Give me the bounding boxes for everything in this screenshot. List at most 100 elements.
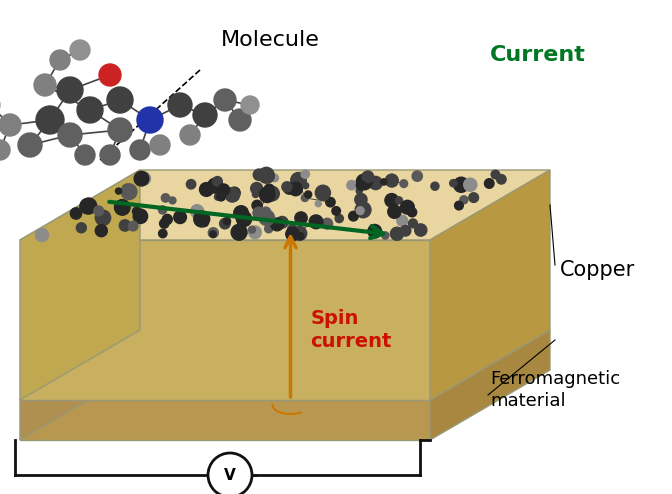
Circle shape bbox=[415, 224, 427, 236]
Circle shape bbox=[249, 226, 255, 233]
Circle shape bbox=[253, 207, 264, 218]
Circle shape bbox=[120, 220, 130, 231]
Circle shape bbox=[259, 187, 275, 203]
Circle shape bbox=[200, 183, 213, 196]
Circle shape bbox=[94, 206, 103, 216]
Circle shape bbox=[401, 200, 415, 214]
Circle shape bbox=[288, 225, 297, 234]
Circle shape bbox=[253, 169, 265, 180]
Circle shape bbox=[396, 215, 408, 226]
Circle shape bbox=[271, 218, 284, 231]
Circle shape bbox=[57, 77, 83, 103]
Circle shape bbox=[229, 109, 251, 131]
Circle shape bbox=[77, 97, 103, 123]
Circle shape bbox=[315, 201, 321, 206]
Circle shape bbox=[369, 176, 382, 190]
Circle shape bbox=[335, 214, 343, 223]
Circle shape bbox=[108, 118, 132, 142]
Circle shape bbox=[400, 180, 408, 187]
Circle shape bbox=[253, 191, 259, 198]
Circle shape bbox=[271, 174, 278, 182]
Circle shape bbox=[258, 167, 274, 183]
Circle shape bbox=[212, 176, 222, 186]
Polygon shape bbox=[20, 330, 550, 400]
Circle shape bbox=[0, 114, 21, 136]
Circle shape bbox=[454, 177, 469, 192]
Circle shape bbox=[301, 194, 308, 202]
Circle shape bbox=[382, 232, 389, 239]
Circle shape bbox=[412, 171, 423, 181]
Circle shape bbox=[282, 182, 292, 192]
Circle shape bbox=[225, 188, 240, 202]
Circle shape bbox=[134, 171, 149, 186]
Circle shape bbox=[95, 225, 108, 237]
Text: Copper: Copper bbox=[560, 260, 635, 280]
Circle shape bbox=[150, 135, 170, 155]
Circle shape bbox=[259, 210, 275, 226]
Circle shape bbox=[355, 202, 371, 218]
Circle shape bbox=[388, 205, 401, 218]
Text: Ferromagnetic
material: Ferromagnetic material bbox=[490, 370, 620, 410]
Circle shape bbox=[133, 209, 148, 223]
Text: V: V bbox=[224, 467, 236, 483]
Text: Spin
current: Spin current bbox=[310, 309, 392, 351]
Polygon shape bbox=[430, 330, 550, 440]
Circle shape bbox=[368, 224, 382, 238]
Circle shape bbox=[396, 197, 403, 204]
Circle shape bbox=[262, 170, 274, 183]
Circle shape bbox=[291, 172, 306, 188]
Circle shape bbox=[286, 227, 300, 241]
Circle shape bbox=[301, 170, 309, 178]
Circle shape bbox=[267, 223, 274, 230]
Circle shape bbox=[191, 205, 204, 218]
Circle shape bbox=[216, 192, 225, 201]
Circle shape bbox=[237, 211, 252, 227]
Circle shape bbox=[218, 184, 230, 196]
Circle shape bbox=[193, 103, 217, 127]
Circle shape bbox=[241, 96, 259, 114]
Circle shape bbox=[71, 208, 82, 219]
Circle shape bbox=[356, 181, 366, 190]
Circle shape bbox=[356, 188, 362, 194]
Circle shape bbox=[409, 219, 417, 228]
Circle shape bbox=[116, 188, 122, 194]
Circle shape bbox=[75, 145, 95, 165]
Circle shape bbox=[431, 182, 439, 190]
Circle shape bbox=[34, 74, 56, 96]
Circle shape bbox=[180, 125, 200, 145]
Circle shape bbox=[322, 218, 333, 229]
Circle shape bbox=[220, 218, 230, 229]
Circle shape bbox=[81, 198, 97, 214]
Circle shape bbox=[36, 228, 48, 242]
Circle shape bbox=[385, 194, 398, 207]
Circle shape bbox=[460, 196, 468, 204]
Circle shape bbox=[114, 200, 130, 215]
Circle shape bbox=[485, 179, 494, 188]
Circle shape bbox=[295, 212, 307, 224]
Circle shape bbox=[450, 180, 457, 187]
Circle shape bbox=[349, 211, 358, 221]
Circle shape bbox=[210, 231, 216, 238]
Circle shape bbox=[302, 183, 308, 189]
Circle shape bbox=[208, 178, 222, 193]
Circle shape bbox=[276, 216, 288, 228]
Circle shape bbox=[80, 199, 95, 214]
Circle shape bbox=[36, 106, 64, 134]
Circle shape bbox=[99, 64, 121, 86]
Circle shape bbox=[130, 140, 150, 160]
Circle shape bbox=[261, 207, 271, 216]
Circle shape bbox=[407, 207, 417, 217]
Circle shape bbox=[18, 133, 42, 157]
Polygon shape bbox=[20, 400, 430, 440]
Circle shape bbox=[497, 174, 506, 184]
Polygon shape bbox=[430, 170, 550, 400]
Circle shape bbox=[326, 198, 335, 207]
Circle shape bbox=[58, 123, 82, 147]
Circle shape bbox=[454, 201, 463, 210]
Circle shape bbox=[309, 215, 323, 229]
Circle shape bbox=[362, 171, 374, 183]
Circle shape bbox=[208, 228, 218, 238]
Circle shape bbox=[214, 89, 236, 111]
Circle shape bbox=[356, 174, 372, 190]
Circle shape bbox=[347, 180, 356, 190]
